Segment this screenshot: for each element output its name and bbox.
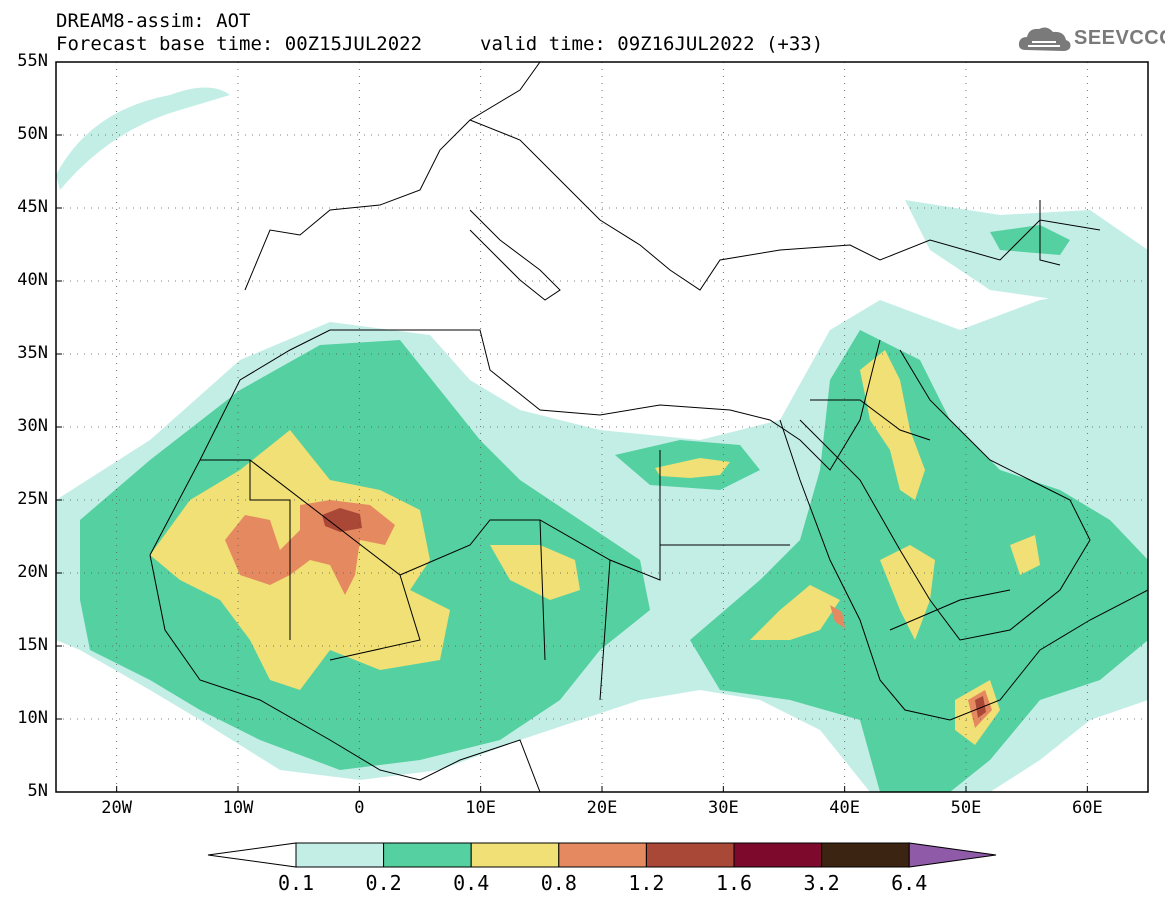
cloud-icon: [1018, 27, 1071, 51]
lon-tick-label: 20W: [101, 798, 133, 818]
aot-contour-yellow-chad: [490, 545, 580, 600]
aot-contour-yellow-oman: [1010, 535, 1040, 575]
aot-contour-green-caspian: [990, 225, 1070, 255]
colorbar-level-label: 1.6: [715, 871, 753, 895]
base-time-label: Forecast base time: 00Z15JUL2022: [56, 33, 423, 55]
map-title: DREAM8-assim: AOT: [56, 10, 251, 32]
aot-contour-light-caspian: [905, 200, 1148, 330]
valid-time-label: valid time: 09Z16JUL2022 (+33): [480, 33, 824, 55]
lat-tick-label: 20N: [17, 562, 48, 582]
colorbar-level-label: 3.2: [803, 871, 840, 895]
coastline-north-africa: [149, 329, 881, 556]
colorbar-box: [295, 842, 385, 868]
colorbar-level-label: 0.4: [453, 871, 490, 895]
colorbar-level-label: 1.2: [628, 871, 665, 895]
lon-tick-label: 10W: [222, 798, 254, 818]
colorbar-level-label: 0.2: [365, 871, 402, 895]
lat-tick-label: 55N: [17, 51, 48, 71]
lat-tick-label: 50N: [17, 124, 48, 144]
colorbar-high-arrow: [908, 842, 997, 868]
colorbar-level-label: 0.8: [540, 871, 577, 895]
lon-tick-label: 50E: [950, 798, 982, 818]
seevccc-logo: SEEVCCC: [1016, 22, 1165, 56]
lat-tick-label: 30N: [17, 416, 48, 436]
coastline-africa-south: [149, 554, 541, 792]
colorbar-box: [733, 842, 823, 868]
colorbar-box: [558, 842, 647, 868]
lon-tick-label: 30E: [707, 798, 739, 818]
colorbar-box: [383, 842, 472, 868]
lon-tick-label: 60E: [1071, 798, 1103, 818]
axis-ticks: [56, 61, 1088, 793]
aot-contour-brown-somalia: [975, 696, 986, 718]
lat-tick-label: 25N: [17, 489, 48, 509]
colorbar-boxes: [207, 842, 997, 868]
lon-tick-label: 10E: [465, 798, 497, 818]
colorbar-level-label: 0.1: [277, 871, 315, 895]
lat-tick-label: 35N: [17, 343, 48, 363]
aot-contour-yellow-libya: [655, 458, 730, 478]
lon-tick-label: 0: [354, 798, 365, 818]
aot-contour-brown-core: [322, 508, 362, 532]
border-lines-mideast: [810, 200, 1061, 631]
coastline-arabia: [799, 349, 1091, 641]
colorbar-low-arrow: [207, 842, 297, 868]
aot-contour-yellow-sudan: [750, 585, 840, 640]
colorbar-box: [821, 842, 910, 868]
coastline-italy: [469, 209, 561, 301]
coastline-europe: [244, 62, 1101, 291]
coastline-red-sea: [779, 419, 1148, 721]
lon-tick-label: 40E: [829, 798, 861, 818]
lat-tick-label: 10N: [17, 708, 48, 728]
aot-contour-yellow-arabia: [860, 350, 925, 500]
lat-tick-label: 45N: [17, 197, 48, 217]
colorbar-box: [470, 842, 560, 868]
border-lines-africa: [200, 450, 790, 701]
coastlines-borders: [149, 62, 1148, 792]
logo-text: SEEVCCC: [1074, 27, 1165, 49]
lat-tick-label: 40N: [17, 270, 48, 290]
colorbar-level-label: 6.4: [891, 871, 928, 895]
map-gridlines: [56, 62, 1148, 792]
lon-tick-label: 20E: [586, 798, 618, 818]
aot-contour-light-north: [56, 87, 230, 190]
lat-tick-label: 15N: [17, 635, 48, 655]
colorbar-box: [645, 842, 735, 868]
aot-contour-orange-eritrea: [830, 605, 845, 628]
lat-tick-label: 5N: [27, 781, 48, 801]
